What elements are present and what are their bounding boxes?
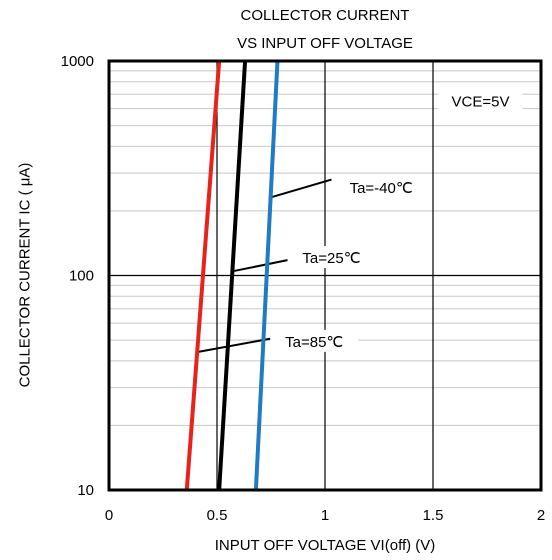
series-line bbox=[184, 60, 222, 491]
annotation-labels: Ta=-40℃ Ta=25℃ Ta=85℃ bbox=[270, 176, 426, 352]
annotation-label-background bbox=[287, 246, 376, 269]
condition-label-box bbox=[438, 89, 523, 114]
annotation-label-background bbox=[270, 329, 359, 352]
major-gridlines bbox=[109, 61, 541, 490]
x-tick-label: 0.5 bbox=[207, 507, 228, 524]
x-tick-label: 1 bbox=[321, 507, 329, 524]
y-axis-label: COLLECTOR CURRENT IC ( μA) bbox=[16, 162, 34, 388]
condition-label: VCE=5V bbox=[452, 94, 510, 111]
series-line bbox=[253, 60, 280, 491]
chart-title-line-2: VS INPUT OFF VOLTAGE bbox=[237, 35, 413, 52]
x-tick-labels: 0 0.5 1 1.5 2 bbox=[105, 507, 545, 524]
y-tick-label: 100 bbox=[69, 268, 94, 285]
annotation-label: Ta=25℃ bbox=[302, 250, 360, 267]
y-tick-label: 10 bbox=[77, 482, 94, 499]
annotation-label: Ta=-40℃ bbox=[350, 180, 413, 197]
plot-frame bbox=[107, 59, 543, 492]
y-tick-labels: 10 100 1000 bbox=[61, 53, 94, 499]
chart-title-line-1: COLLECTOR CURRENT bbox=[240, 7, 410, 24]
series-lines bbox=[184, 60, 280, 491]
x-tick-label: 2 bbox=[537, 507, 545, 524]
x-axis-label: INPUT OFF VOLTAGE VI(off) (V) bbox=[214, 537, 436, 554]
series-line bbox=[217, 60, 248, 491]
y-tick-label: 1000 bbox=[61, 53, 94, 70]
annotation-label: Ta=85℃ bbox=[285, 334, 343, 351]
annotation-leader bbox=[268, 178, 332, 199]
annotation-label-background bbox=[337, 176, 426, 199]
x-tick-label: 0 bbox=[105, 507, 113, 524]
x-tick-label: 1.5 bbox=[423, 507, 444, 524]
